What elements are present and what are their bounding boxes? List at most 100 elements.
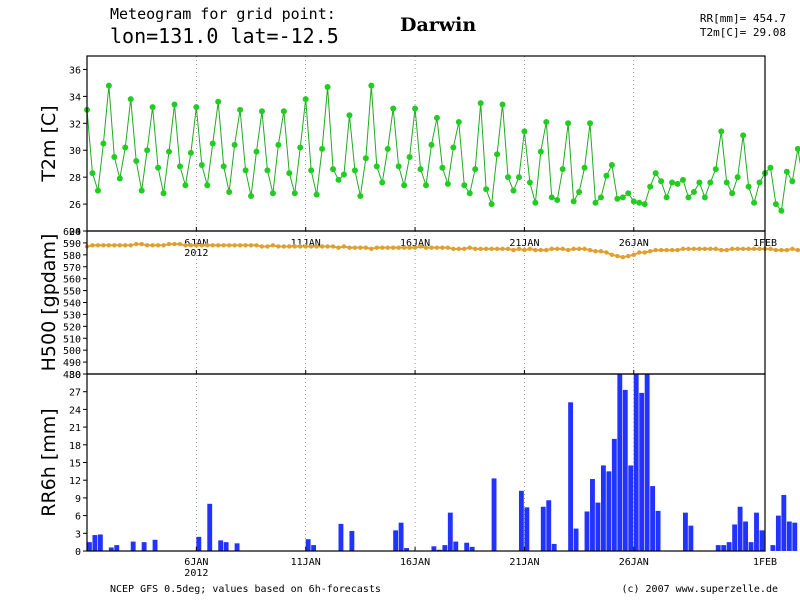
rain-bar: [491, 478, 497, 551]
h500-point: [724, 247, 729, 253]
h500-point: [150, 243, 155, 248]
h500-point: [106, 243, 112, 248]
t2m-point: [155, 164, 162, 171]
t2m-point: [149, 104, 156, 111]
h500-line: [86, 243, 800, 259]
rain-bar: [655, 510, 661, 551]
t2m-point: [723, 179, 730, 186]
h500-point: [369, 246, 374, 252]
t2m-point: [461, 182, 468, 189]
t2m-point: [712, 166, 719, 173]
h500-point: [719, 247, 724, 253]
rain-bar: [748, 542, 754, 551]
grid-point-coordinates: lon=131.0 lat=-12.5: [110, 24, 339, 48]
h500-point: [445, 245, 451, 250]
t2m-point: [532, 199, 539, 206]
h500-point: [631, 252, 636, 258]
rain-bar: [404, 548, 409, 551]
h500-point: [642, 250, 647, 255]
h500-point: [352, 245, 358, 250]
y-tick-label: 570: [63, 263, 81, 274]
rain-bar: [431, 546, 437, 551]
y-tick-label: 540: [63, 299, 81, 310]
t2m-point: [701, 194, 708, 201]
rain-bar: [726, 542, 732, 551]
y-tick-label: 30: [69, 370, 81, 381]
h500-point: [281, 244, 287, 249]
t2m-point: [658, 178, 665, 185]
y-tick-label: 15: [69, 459, 81, 470]
t2m-point: [554, 197, 561, 204]
h500-point: [390, 245, 396, 250]
h500-point: [177, 241, 183, 247]
t2m-point: [111, 153, 118, 160]
h500-point: [773, 247, 779, 253]
t2m-point: [570, 198, 577, 205]
rain-bar: [393, 530, 399, 551]
h500-point: [533, 247, 538, 253]
t2m-point: [472, 166, 479, 173]
t2m-point: [220, 163, 227, 170]
h500-point: [522, 247, 527, 253]
t2m-point: [690, 188, 697, 195]
h500-point: [746, 246, 751, 252]
location-name: Darwin: [400, 14, 477, 36]
rain-bar: [207, 503, 213, 551]
y-tick-label: 3: [75, 529, 81, 540]
t2m-point: [198, 162, 205, 169]
t2m-point: [559, 166, 566, 173]
h500-point: [423, 245, 429, 250]
t2m-point: [237, 106, 244, 113]
rain-bar: [595, 502, 601, 551]
rain-bar: [464, 542, 470, 551]
panel-frame: [86, 373, 766, 552]
rain-bar: [650, 486, 656, 551]
h500-point: [216, 243, 221, 248]
rain-bar: [114, 545, 120, 551]
t2m-point: [302, 96, 309, 103]
h500-point: [440, 245, 445, 250]
h500-point: [686, 246, 691, 252]
y-tick-label: 480: [63, 370, 81, 381]
h500-point: [123, 243, 128, 248]
t2m-point: [313, 191, 320, 198]
t2m-point: [182, 182, 189, 189]
rain-bar: [551, 543, 557, 551]
rain-bar: [644, 374, 650, 551]
t2m-point: [718, 128, 725, 135]
h500-point: [620, 255, 626, 260]
t2m-point: [127, 96, 134, 103]
t2m-point: [652, 170, 659, 177]
h500-point: [221, 243, 226, 248]
t2m-point: [515, 174, 522, 181]
t2m-point: [335, 176, 342, 183]
panel-frame: [86, 55, 766, 232]
h500-point: [669, 247, 675, 253]
t2m-point: [608, 162, 615, 169]
h500-point: [708, 246, 713, 252]
h500-point: [505, 246, 511, 252]
rain-bar: [305, 539, 311, 551]
y-tick-label: 27: [69, 388, 81, 399]
h500-point: [500, 246, 505, 252]
rain-bar: [715, 545, 721, 551]
y-tick-label: 18: [69, 441, 81, 452]
h500-point: [713, 246, 718, 252]
t2m-point: [576, 188, 583, 195]
rain-bar: [540, 506, 546, 551]
h500-point: [254, 243, 259, 248]
rain-bar: [633, 374, 639, 551]
h500-point: [675, 247, 680, 253]
t2m-point: [204, 182, 211, 189]
h500-point: [287, 244, 292, 249]
rain-bar: [130, 541, 136, 551]
t2m-point: [751, 199, 758, 206]
t2m-point: [412, 105, 419, 112]
t2m-point: [581, 164, 588, 171]
t2m-point: [231, 141, 238, 148]
t2m-point: [373, 163, 380, 170]
t2m-point: [647, 183, 654, 190]
t2m-point: [466, 190, 473, 197]
h500-point: [117, 243, 123, 248]
t2m-point: [264, 167, 271, 174]
